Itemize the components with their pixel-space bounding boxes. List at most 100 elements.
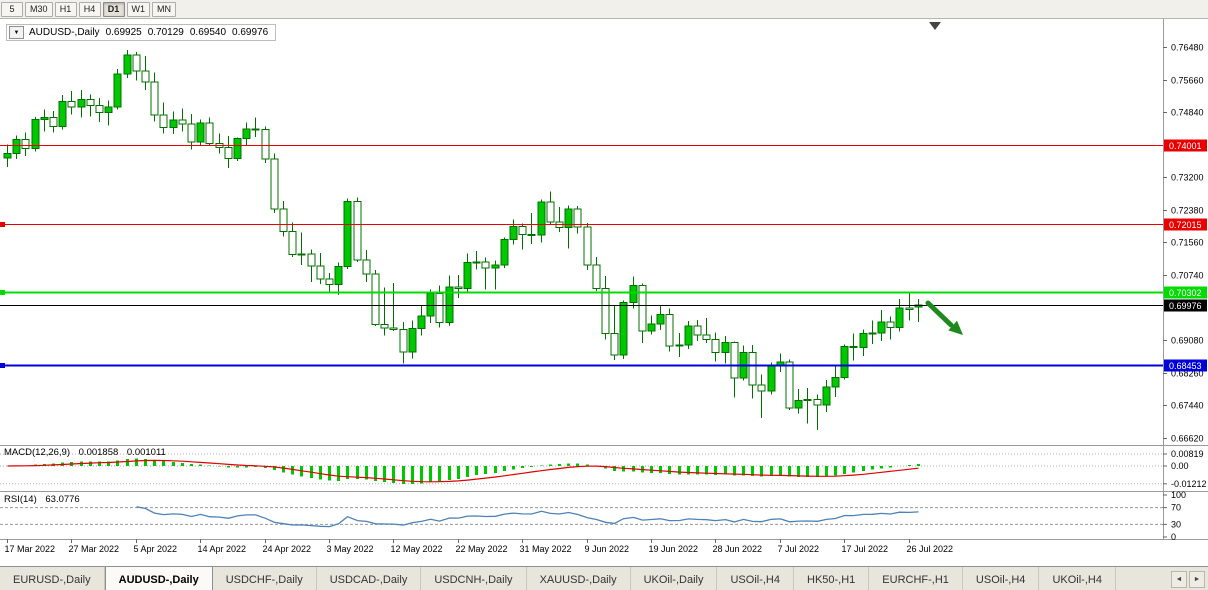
ohlc-low: 0.69540	[189, 27, 227, 38]
date-label: 17 Jul 2022	[842, 544, 889, 554]
price-level-badge-text: 0.74001	[1169, 141, 1202, 151]
candle	[12, 138, 21, 154]
tabs-scroll-right-button[interactable]: ►	[1189, 571, 1205, 588]
candle	[31, 119, 40, 150]
price-level-badge-text: 0.68453	[1169, 361, 1202, 371]
candle	[757, 384, 766, 392]
macd-axis-label: -0.01212	[1171, 479, 1207, 489]
candle	[417, 315, 426, 330]
candle	[546, 201, 555, 223]
candle	[573, 208, 582, 228]
macd-axis-label: 0.00819	[1171, 449, 1204, 459]
macd-main-value: 0.001858	[78, 447, 119, 458]
timeframe-button-d1[interactable]: D1	[102, 1, 125, 17]
price-axis-label: 0.76480	[1171, 43, 1204, 53]
candle	[21, 138, 30, 150]
timeframe-button-5[interactable]: 5	[1, 1, 23, 17]
ohlc-open: 0.69925	[105, 27, 142, 38]
line-edge-marker[interactable]	[0, 222, 5, 227]
price-axis-label: 0.67440	[1171, 401, 1204, 411]
candle	[399, 329, 408, 353]
candle	[527, 234, 536, 237]
candle	[196, 122, 205, 143]
candle	[408, 328, 417, 353]
timeframe-button-mn[interactable]: MN	[152, 1, 177, 17]
timeframe-button-h4[interactable]: H4	[78, 1, 101, 17]
candle	[629, 285, 638, 303]
candle	[583, 226, 592, 266]
chart-tab-usdchf-daily[interactable]: USDCHF-,Daily	[212, 567, 317, 590]
rsi-axis-label: 0	[1171, 532, 1176, 542]
chart-tab-usoil-h4[interactable]: USOil-,H4	[962, 567, 1040, 590]
date-label: 22 May 2022	[456, 544, 508, 554]
chart-tab-xauusd-daily[interactable]: XAUUSD-,Daily	[526, 567, 631, 590]
tabs-scroll-left-button[interactable]: ◄	[1171, 571, 1187, 588]
candle	[831, 377, 840, 388]
price-level-badge	[1164, 139, 1207, 152]
price-chart[interactable]: 0.76480 0.75660 0.74840 0.73200 0.72380 0.715…	[0, 19, 1208, 566]
chart-shift-marker-icon[interactable]	[929, 22, 941, 30]
chart-tab-ukoil-daily[interactable]: UKOil-,Daily	[630, 567, 718, 590]
price-axis-label: 0.74840	[1171, 108, 1204, 118]
candle	[159, 114, 168, 129]
candle	[279, 208, 288, 232]
chart-tab-eurchf-h1[interactable]: EURCHF-,H1	[869, 567, 963, 590]
price-level-badge-text: 0.72015	[1169, 220, 1202, 230]
candle	[334, 265, 343, 286]
candle	[353, 200, 362, 261]
macd-signal-line	[7, 459, 919, 483]
chart-tab-audusd-daily[interactable]: AUDUSD-,Daily	[104, 567, 213, 590]
date-label: 9 Jun 2022	[585, 544, 630, 554]
chart-tab-eurusd-daily[interactable]: EURUSD-,Daily	[0, 567, 105, 590]
trend-arrow-annotation[interactable]	[925, 300, 954, 328]
candle	[675, 344, 684, 347]
chart-tabs: EURUSD-,Daily AUDUSD-,Daily USDCHF-,Daily U…	[0, 567, 1116, 590]
candle	[104, 106, 113, 113]
price-level-badge-text: 0.70302	[1169, 288, 1202, 298]
line-edge-marker[interactable]	[0, 290, 5, 295]
candle	[665, 314, 674, 347]
timeframe-toolbar: 5 M30 H1 H4 D1 W1 MN	[0, 0, 1208, 19]
candle	[242, 128, 251, 140]
candle	[785, 361, 794, 409]
price-level-badge	[1164, 359, 1207, 372]
candle	[803, 399, 812, 402]
candle	[77, 98, 86, 108]
date-label: 27 Mar 2022	[69, 544, 120, 554]
candle	[270, 158, 279, 210]
price-axis-label: 0.73200	[1171, 173, 1204, 183]
candle	[3, 152, 12, 159]
date-label: 26 Jul 2022	[907, 544, 954, 554]
timeframe-button-m30[interactable]: M30	[25, 1, 53, 17]
price-axis-label: 0.72380	[1171, 206, 1204, 216]
candle	[905, 307, 914, 311]
timeframe-button-h1[interactable]: H1	[54, 1, 77, 17]
candle	[389, 327, 398, 331]
candle	[711, 339, 720, 353]
chart-tab-hk50-h1[interactable]: HK50-,H1	[794, 567, 870, 590]
line-edge-marker[interactable]	[0, 363, 5, 368]
candle	[288, 230, 297, 255]
candle	[95, 105, 104, 113]
candle	[426, 293, 435, 317]
date-label: 3 May 2022	[327, 544, 374, 554]
candle	[619, 301, 628, 356]
chart-area[interactable]: 0.76480 0.75660 0.74840 0.73200 0.72380 0.715…	[0, 19, 1208, 566]
ohlc-high: 0.70129	[147, 27, 184, 38]
rsi-indicator-label: RSI(14) 63.0776	[4, 494, 80, 505]
candle	[794, 399, 803, 409]
chart-tab-ukoil-h4[interactable]: UKOil-,H4	[1039, 567, 1116, 590]
candle	[435, 293, 444, 324]
timeframe-button-w1[interactable]: W1	[126, 1, 151, 17]
chart-tab-usdcnh-daily[interactable]: USDCNH-,Daily	[421, 567, 527, 590]
candle	[86, 98, 95, 107]
chart-title: ▼ AUDUSD-,Daily 0.69925 0.70129 0.69540 …	[6, 24, 277, 41]
candle	[325, 278, 334, 286]
chart-tab-usdcad-daily[interactable]: USDCAD-,Daily	[316, 567, 422, 590]
chart-tab-usoil-h4[interactable]: USOil-,H4	[717, 567, 794, 590]
candle	[67, 101, 76, 108]
macd-indicator-label: MACD(12,26,9) 0.001858 0.001011	[4, 447, 166, 458]
one-click-trading-button[interactable]: ▼	[9, 26, 24, 39]
date-label: 12 May 2022	[391, 544, 443, 554]
